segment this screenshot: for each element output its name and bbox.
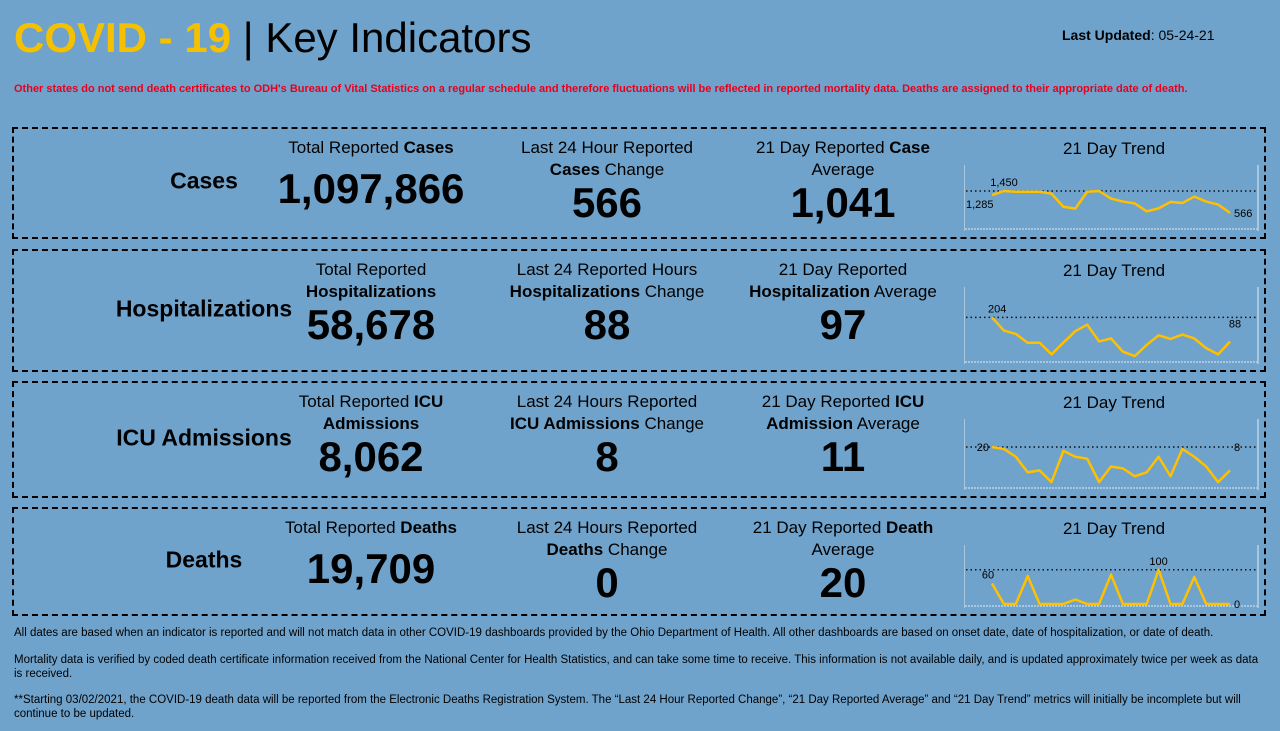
first-value-label: 1,285 [966, 199, 994, 211]
metric-heading: Last 24 Hours Reported ICU Admissions Cha… [509, 392, 704, 433]
metric: 21 Day Reported Hospitalization Average 97 [723, 259, 963, 347]
panel-label: Cases [170, 167, 238, 194]
max-value-label: 1,450 [990, 177, 1018, 189]
trend-line [991, 189, 1231, 214]
metric-value: 19,709 [306, 545, 436, 592]
metric-value: 566 [571, 179, 643, 226]
metric-value: 11 [820, 433, 866, 480]
trend-title: 21 Day Trend [1062, 139, 1166, 158]
metric-heading: 21 Day Reported ICU Admission Average [761, 392, 925, 433]
max-value-label: 100 [1149, 556, 1167, 568]
last-value-label: 88 [1229, 319, 1241, 331]
last-value-label: 8 [1234, 442, 1240, 454]
metric-value: 1,097,866 [277, 165, 465, 212]
metric-value: 1,041 [790, 179, 896, 226]
metric: Last 24 Reported Hours Hospitalizations C… [487, 259, 727, 347]
trend-sparkline: 204 88 [964, 287, 1259, 364]
first-value-label: 60 [982, 569, 994, 581]
metric-value: 0 [595, 559, 619, 606]
last-value-label: 566 [1234, 208, 1252, 220]
metric: Total Reported Deaths 19,709 [251, 517, 491, 591]
panel-label: ICU Admissions [116, 424, 292, 450]
metric-value: 97 [819, 301, 867, 348]
metric-value: 88 [583, 301, 631, 348]
panel-icu-admissions: ICU Admissions Total Reported ICU Admissio… [12, 381, 1266, 498]
last-value-label: 0 [1234, 599, 1240, 610]
metric-heading: Total Reported ICU Admissions [298, 392, 444, 433]
metric-value: 20 [819, 559, 867, 606]
panel-label: Deaths [165, 546, 243, 572]
last-updated: Last Updated: 05-24-21 [1062, 27, 1215, 43]
trend-title: 21 Day Trend [1062, 261, 1166, 280]
trend-line [990, 568, 1230, 606]
panel-deaths: Deaths Total Reported Deaths 19,709 Last 24… [12, 507, 1266, 616]
metric-heading: Total Reported Hospitalizations [305, 260, 437, 301]
metric-heading: Total Reported Deaths [285, 518, 457, 537]
first-value-label: 204 [988, 303, 1006, 315]
metric: Total Reported Cases 1,097,866 [251, 137, 491, 211]
metric: Total Reported ICU Admissions 8,062 [251, 391, 491, 479]
metric-value: 8 [595, 433, 619, 480]
metric-heading: 21 Day Reported Hospitalization Average [749, 260, 937, 301]
metric: Total Reported Hospitalizations 58,678 [251, 259, 491, 347]
trend-sparkline: 20 8 [964, 419, 1259, 490]
metric: Last 24 Hours Reported ICU Admissions Cha… [487, 391, 727, 479]
trend-line [991, 316, 1231, 358]
mortality-note: Other states do not send death certifica… [14, 83, 1188, 95]
metric-heading: Total Reported Cases [288, 138, 454, 157]
metric-value: 8,062 [318, 433, 424, 480]
trend-title: 21 Day Trend [1062, 519, 1166, 538]
page-title: COVID - 19 | Key Indicators [14, 14, 532, 61]
trend-title: 21 Day Trend [1062, 393, 1166, 412]
metric: 21 Day Reported Case Average 1,041 [723, 137, 963, 225]
footer-note-1: All dates are based when an indicator is… [14, 627, 1214, 639]
metric-heading: Last 24 Hours Reported Deaths Change [516, 518, 698, 559]
panel-hospitalizations: Hospitalizations Total Reported Hospitaliz… [12, 249, 1266, 372]
metric-heading: 21 Day Reported Case Average [756, 138, 930, 179]
trend-line [991, 445, 1231, 484]
metric: 21 Day Reported Death Average 20 [723, 517, 963, 605]
metric-heading: 21 Day Reported Death Average [752, 518, 934, 559]
metric-value: 58,678 [306, 301, 436, 348]
metric: 21 Day Reported ICU Admission Average 11 [723, 391, 963, 479]
panel-label: Hospitalizations [115, 295, 293, 321]
panel-cases: Cases Total Reported Cases 1,097,866 Last 2… [12, 127, 1266, 239]
trend-sparkline: 1,285 1,450 566 [964, 165, 1259, 231]
footer-note-2: Mortality data is verified by coded deat… [14, 654, 1259, 680]
metric: Last 24 Hours Reported Deaths Change 0 [487, 517, 727, 605]
footer-note-3: **Starting 03/02/2021, the COVID-19 deat… [14, 694, 1241, 720]
first-value-label: 20 [977, 442, 989, 454]
metric-heading: Last 24 Hour Reported Cases Change [521, 138, 693, 179]
metric-heading: Last 24 Reported Hours Hospitalizations C… [509, 260, 705, 301]
trend-sparkline: 60 100 0 [964, 545, 1259, 610]
metric: Last 24 Hour Reported Cases Change 566 [487, 137, 727, 225]
